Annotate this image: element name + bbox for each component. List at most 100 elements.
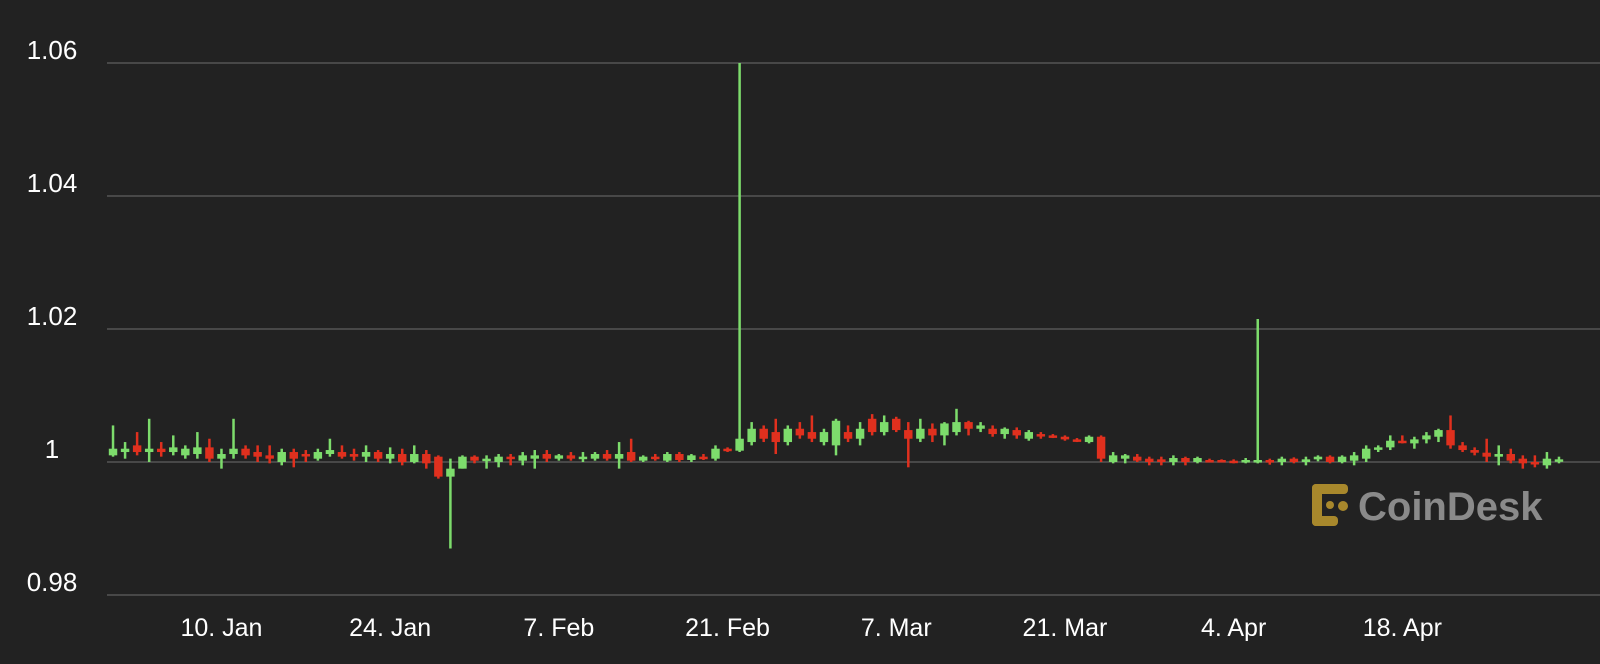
candle-body xyxy=(542,454,552,459)
candle-body xyxy=(1434,430,1443,437)
candle-body xyxy=(783,428,793,443)
candle-body xyxy=(1193,458,1202,462)
candle-body xyxy=(843,432,853,439)
candle-body xyxy=(1325,456,1335,462)
candle-body xyxy=(181,448,190,456)
candle-body xyxy=(205,447,214,459)
candle-body xyxy=(530,455,539,459)
candle-body xyxy=(687,455,696,461)
candle-body xyxy=(1205,460,1214,463)
candle-body xyxy=(1554,459,1564,462)
candle-body xyxy=(1361,448,1371,459)
candle-body xyxy=(1289,458,1299,462)
candle-body xyxy=(1470,450,1479,453)
candle-body xyxy=(867,418,877,433)
candle-body xyxy=(892,418,901,431)
candle-body xyxy=(349,454,359,457)
candle-body xyxy=(1337,456,1347,462)
candle-body xyxy=(916,428,925,439)
x-tick-label: 7. Feb xyxy=(523,614,594,642)
candle-body xyxy=(361,452,371,457)
candle-body xyxy=(1422,435,1431,440)
candle-body xyxy=(1542,458,1552,466)
candle-body xyxy=(1072,439,1082,442)
candle-body xyxy=(229,448,238,455)
candle-body xyxy=(313,452,323,459)
candle-body xyxy=(807,432,817,439)
candle-body xyxy=(602,454,612,459)
candle-body xyxy=(1096,436,1106,459)
watermark-text: CoinDesk xyxy=(1358,485,1543,529)
candle-body xyxy=(518,455,527,461)
x-tick-label: 21. Mar xyxy=(1023,614,1108,642)
candle-body xyxy=(1482,452,1491,457)
candle-body xyxy=(397,454,407,462)
candle-body xyxy=(940,423,949,436)
candle-body xyxy=(193,447,202,455)
candle-body xyxy=(1036,434,1046,437)
candle-body xyxy=(735,438,744,451)
candle-body xyxy=(699,456,708,460)
candle-body xyxy=(855,428,865,439)
candle-body xyxy=(1530,462,1540,465)
y-tick-label: 1 xyxy=(45,434,59,464)
candle-body xyxy=(723,448,732,452)
candle-body xyxy=(1386,440,1395,448)
x-tick-label: 24. Jan xyxy=(349,614,431,642)
x-tick-label: 4. Apr xyxy=(1201,614,1266,642)
candle-body xyxy=(1313,456,1323,460)
candle-body xyxy=(638,456,648,461)
candle-body xyxy=(879,422,889,433)
candle-body xyxy=(554,455,564,459)
candle-body xyxy=(759,428,768,439)
candle-body xyxy=(494,456,503,462)
candle-body xyxy=(434,456,443,477)
grid xyxy=(107,62,1600,596)
watermark: CoinDesk xyxy=(1312,484,1543,529)
candle-body xyxy=(157,448,166,453)
candle-body xyxy=(301,454,311,457)
candle-body xyxy=(1458,445,1467,451)
candle-body xyxy=(771,432,780,443)
watermark-logo xyxy=(1312,484,1348,526)
candle-body xyxy=(325,450,335,455)
x-tick-label: 18. Apr xyxy=(1363,614,1442,642)
candle-body xyxy=(1012,430,1021,436)
candle-body xyxy=(1217,460,1226,463)
candle-body xyxy=(1506,454,1515,461)
x-tick-label: 7. Mar xyxy=(861,614,932,642)
candle-body xyxy=(1241,460,1250,463)
candle-body xyxy=(385,454,395,459)
candle-body xyxy=(928,428,937,436)
candle-body xyxy=(1518,458,1528,464)
candle-body xyxy=(626,452,636,461)
candle-body xyxy=(1145,458,1154,462)
candle-body xyxy=(590,454,600,459)
candle-body xyxy=(506,456,515,460)
candle-body xyxy=(614,454,624,459)
candle-body xyxy=(108,448,118,456)
candle-body xyxy=(1349,455,1359,461)
candle-body xyxy=(265,455,274,459)
candle-body xyxy=(904,430,913,439)
candle-body xyxy=(1446,430,1455,446)
candle-body xyxy=(651,456,660,460)
y-tick-label: 1.04 xyxy=(27,168,78,198)
candle-body xyxy=(675,454,684,461)
candle-body xyxy=(1410,439,1419,444)
candle-body xyxy=(1157,459,1166,462)
candle-body xyxy=(1374,447,1383,450)
candle-body xyxy=(1253,460,1262,463)
candle-body xyxy=(1265,460,1275,463)
candles xyxy=(108,63,1564,549)
candle-body xyxy=(1494,454,1503,457)
candle-body xyxy=(482,458,491,462)
candle-body xyxy=(277,452,286,462)
candle-body xyxy=(819,432,829,443)
candle-body xyxy=(1084,436,1094,443)
candle-body xyxy=(566,455,576,459)
candle-body xyxy=(422,454,431,464)
candle-body xyxy=(1000,428,1009,435)
